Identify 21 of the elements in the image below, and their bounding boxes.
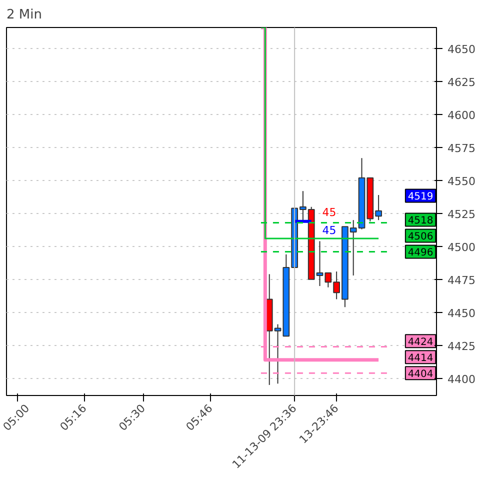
y-tick-label: 4575 xyxy=(448,142,476,156)
y-tick-label: 4475 xyxy=(448,274,476,287)
legend-label: 4496 xyxy=(408,248,434,259)
y-tick-label: 4600 xyxy=(448,109,476,122)
y-tick-label: 4450 xyxy=(448,306,476,320)
text: 4519 xyxy=(408,192,434,203)
y-tick-label: 4500 xyxy=(448,240,476,254)
chart-title: 2 Min xyxy=(6,8,42,22)
y-tick-label: 4425 xyxy=(448,340,476,353)
y-tick-label: 4400 xyxy=(448,372,476,386)
y-tick-label: 4550 xyxy=(448,175,476,188)
annotation: 45 xyxy=(322,206,336,219)
text: 4424 xyxy=(408,337,434,348)
legend-label: 4414 xyxy=(408,353,434,364)
annotation: 45 xyxy=(322,224,336,237)
legend-label: 4404 xyxy=(408,369,434,380)
y-tick-label: 4650 xyxy=(448,43,476,56)
y-tick-label: 4625 xyxy=(448,76,476,90)
legend-label: 4506 xyxy=(408,232,434,243)
y-tick-label: 4525 xyxy=(448,208,476,221)
text: 4518 xyxy=(408,216,434,227)
